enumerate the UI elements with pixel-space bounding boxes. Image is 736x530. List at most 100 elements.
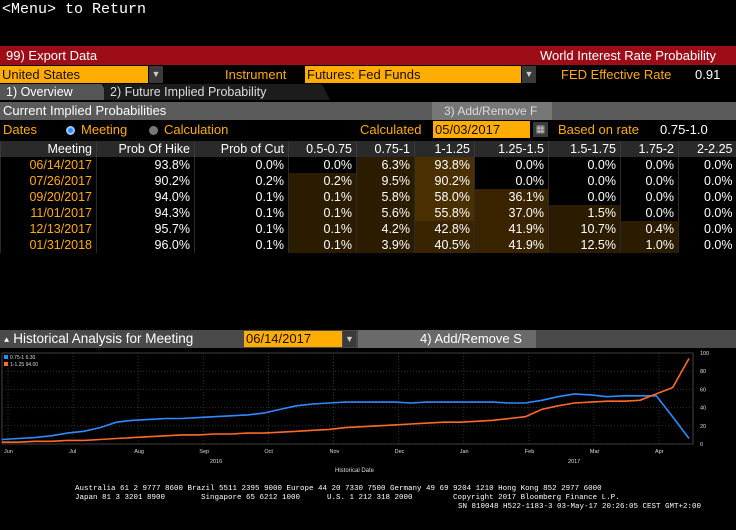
- add-remove-series-button[interactable]: 4) Add/Remove S: [358, 330, 536, 348]
- table-cell: 0.0%: [678, 205, 736, 221]
- table-cell: 94.0%: [96, 189, 195, 205]
- table-cell: 0.1%: [194, 221, 289, 237]
- dates-label: Dates: [3, 122, 37, 137]
- table-cell: 10.7%: [548, 221, 621, 237]
- table-cell: 1.0%: [620, 237, 679, 253]
- col-header-prob-cut[interactable]: Prob of Cut: [194, 141, 289, 157]
- table-cell: 6.3%: [356, 157, 415, 173]
- table-cell: 5.6%: [356, 205, 415, 221]
- series-line-0[interactable]: [1, 393, 690, 441]
- x-tick-label: Sep: [199, 449, 209, 455]
- tab-overview[interactable]: 1) Overview: [0, 84, 102, 100]
- table-cell: 93.8%: [414, 157, 475, 173]
- history-chevron-down-icon[interactable]: ▼: [343, 331, 356, 347]
- table-cell: 0.1%: [194, 237, 289, 253]
- table-cell: 0.0%: [678, 157, 736, 173]
- calculated-date-input[interactable]: 05/03/2017: [433, 121, 530, 138]
- y-tick-label: 80: [700, 369, 706, 375]
- history-meeting-dropdown[interactable]: 06/14/2017: [244, 331, 342, 347]
- collapse-icon[interactable]: ⯅: [3, 335, 11, 345]
- country-chevron-down-icon[interactable]: ▼: [149, 66, 163, 83]
- col-header-1.75-2[interactable]: 1.75-2: [620, 141, 679, 157]
- calculation-option-label[interactable]: Calculation: [164, 122, 229, 137]
- col-header-meeting[interactable]: Meeting: [0, 141, 97, 157]
- col-header-1.5-1.75[interactable]: 1.5-1.75: [548, 141, 621, 157]
- table-row[interactable]: 01/31/2018 96.0% 0.1% 0.1% 3.9% 40.5% 41.9% 12.…: [0, 237, 736, 253]
- footer-phones-1: Australia 61 2 9777 8600 Brazil 5511 239…: [75, 485, 602, 493]
- footer-serial: SN 810048 H522-1183-3 03-May-17 20:26:05…: [458, 503, 702, 511]
- series-line-1[interactable]: [2, 358, 690, 443]
- history-title: ⯅ Historical Analysis for Meeting: [3, 330, 193, 349]
- table-cell: 4.2%: [356, 221, 415, 237]
- history-chart[interactable]: 0 20 40 60 80 100 Jun Jul Aug Sep Oct Nov Dec Jan Feb M…: [0, 349, 722, 477]
- legend-label: 1-1.25 94.00: [10, 362, 38, 368]
- meeting-date-cell: 09/20/2017: [0, 189, 97, 205]
- table-cell: 0.1%: [288, 237, 357, 253]
- x-tick-label: Jul: [69, 449, 76, 455]
- table-cell: 94.3%: [96, 205, 195, 221]
- table-cell: 36.1%: [474, 189, 549, 205]
- table-row[interactable]: 07/26/2017 90.2% 0.2% 0.2% 9.5% 90.2% 0.0% 0.0%…: [0, 173, 736, 189]
- table-cell: 0.0%: [288, 157, 357, 173]
- col-header-1-1.25[interactable]: 1-1.25: [414, 141, 475, 157]
- table-cell: 0.0%: [678, 237, 736, 253]
- table-cell: 93.8%: [96, 157, 195, 173]
- meeting-date-cell: 06/14/2017: [0, 157, 97, 173]
- instrument-chevron-down-icon[interactable]: ▼: [522, 66, 536, 83]
- history-title-text: Historical Analysis for Meeting: [13, 331, 194, 346]
- based-on-rate-label: Based on rate: [558, 122, 639, 137]
- table-row[interactable]: 06/14/2017 93.8% 0.0% 0.0% 6.3% 93.8% 0.0% 0.0%…: [0, 157, 736, 173]
- meeting-radio-icon[interactable]: [66, 126, 75, 135]
- tab-future-implied-probability[interactable]: 2) Future Implied Probability: [104, 84, 322, 100]
- table-cell: 0.0%: [678, 173, 736, 189]
- table-cell: 55.8%: [414, 205, 475, 221]
- table-row[interactable]: 11/01/2017 94.3% 0.1% 0.1% 5.6% 55.8% 37.0% 1.5…: [0, 205, 736, 221]
- table-row[interactable]: 09/20/2017 94.0% 0.1% 0.1% 5.8% 58.0% 36.1% 0.0…: [0, 189, 736, 205]
- table-cell: 37.0%: [474, 205, 549, 221]
- table-cell: 3.9%: [356, 237, 415, 253]
- y-tick-label: 40: [700, 406, 706, 412]
- title-bar: [0, 46, 736, 65]
- table-cell: 0.0%: [620, 189, 679, 205]
- x-tick-label: Jun: [4, 449, 13, 455]
- table-cell: 58.0%: [414, 189, 475, 205]
- based-on-rate-value: 0.75-1.0: [660, 122, 708, 137]
- export-data-button[interactable]: 99) Export Data: [2, 46, 145, 65]
- calculated-label: Calculated: [360, 122, 422, 137]
- calculation-radio-icon[interactable]: [149, 126, 158, 135]
- col-header-0.75-1[interactable]: 0.75-1: [356, 141, 415, 157]
- meeting-date-cell: 07/26/2017: [0, 173, 97, 189]
- calendar-icon[interactable]: ▦: [533, 122, 548, 137]
- table-cell: 0.1%: [288, 189, 357, 205]
- col-header-prob-hike[interactable]: Prob Of Hike: [96, 141, 195, 157]
- x-tick-label: Apr: [655, 449, 664, 455]
- table-cell: 0.0%: [548, 173, 621, 189]
- table-row[interactable]: 12/13/2017 95.7% 0.1% 0.1% 4.2% 42.8% 41.9% 10.…: [0, 221, 736, 237]
- table-cell: 90.2%: [96, 173, 195, 189]
- x-tick-label: Dec: [395, 449, 405, 455]
- x-year-label: 2016: [210, 459, 222, 465]
- meeting-option-label[interactable]: Meeting: [81, 122, 128, 137]
- table-cell: 0.0%: [620, 173, 679, 189]
- table-cell: 0.4%: [620, 221, 679, 237]
- add-remove-fields-button[interactable]: 3) Add/Remove F: [432, 102, 552, 120]
- meeting-date-cell: 01/31/2018: [0, 237, 97, 253]
- legend-swatch: [4, 355, 8, 359]
- menu-return-hint[interactable]: <Menu> to Return: [2, 1, 147, 18]
- x-tick-label: Mar: [590, 449, 600, 455]
- probability-table: Meeting Prob Of Hike Prob of Cut 0.5-0.7…: [0, 141, 736, 253]
- col-header-2-2.25[interactable]: 2-2.25: [678, 141, 736, 157]
- col-header-0.5-0.75[interactable]: 0.5-0.75: [288, 141, 357, 157]
- col-header-1.25-1.5[interactable]: 1.25-1.5: [474, 141, 549, 157]
- country-dropdown[interactable]: United States: [0, 66, 148, 83]
- table-cell: 0.1%: [194, 189, 289, 205]
- table-cell: 0.0%: [194, 157, 289, 173]
- legend-swatch: [4, 362, 8, 366]
- y-tick-label: 0: [700, 442, 703, 448]
- table-cell: 0.1%: [288, 205, 357, 221]
- instrument-label: Instrument: [225, 67, 287, 82]
- section-title: Current Implied Probabilities: [3, 103, 167, 118]
- instrument-dropdown[interactable]: Futures: Fed Funds: [305, 66, 521, 83]
- legend-label: 0.75-1 6.30: [10, 355, 36, 361]
- table-cell: 5.8%: [356, 189, 415, 205]
